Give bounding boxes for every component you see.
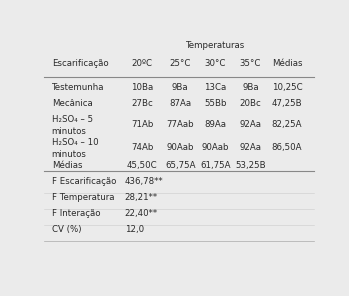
Text: 28,21**: 28,21** xyxy=(125,193,158,202)
Text: 30°C: 30°C xyxy=(205,59,226,68)
Text: 90Aab: 90Aab xyxy=(166,143,194,152)
Text: 12,0: 12,0 xyxy=(125,225,144,234)
Text: F Escarificação: F Escarificação xyxy=(52,177,116,186)
Text: 27Bc: 27Bc xyxy=(132,99,153,108)
Text: 47,25B: 47,25B xyxy=(272,99,302,108)
Text: 61,75A: 61,75A xyxy=(200,161,231,170)
Text: 53,25B: 53,25B xyxy=(235,161,266,170)
Text: 90Aab: 90Aab xyxy=(202,143,229,152)
Text: 20ºC: 20ºC xyxy=(132,59,153,68)
Text: 13Ca: 13Ca xyxy=(204,83,227,92)
Text: 9Ba: 9Ba xyxy=(242,83,259,92)
Text: 92Aa: 92Aa xyxy=(239,120,261,129)
Text: Médias: Médias xyxy=(52,161,82,170)
Text: Mecânica: Mecânica xyxy=(52,99,92,108)
Text: F Temperatura: F Temperatura xyxy=(52,193,114,202)
Text: 20Bc: 20Bc xyxy=(240,99,261,108)
Text: Testemunha: Testemunha xyxy=(52,83,104,92)
Text: CV (%): CV (%) xyxy=(52,225,81,234)
Text: 10Ba: 10Ba xyxy=(131,83,154,92)
Text: 92Aa: 92Aa xyxy=(239,143,261,152)
Text: 436,78**: 436,78** xyxy=(125,177,163,186)
Text: 35°C: 35°C xyxy=(240,59,261,68)
Text: H₂SO₄ – 10
minutos: H₂SO₄ – 10 minutos xyxy=(52,138,98,159)
Text: 22,40**: 22,40** xyxy=(125,209,158,218)
Text: F Interação: F Interação xyxy=(52,209,100,218)
Text: Temperaturas: Temperaturas xyxy=(186,41,245,50)
Text: 74Ab: 74Ab xyxy=(131,143,154,152)
Text: 10,25C: 10,25C xyxy=(272,83,302,92)
Text: 45,50C: 45,50C xyxy=(127,161,158,170)
Text: 55Bb: 55Bb xyxy=(204,99,227,108)
Text: H₂SO₄ – 5
minutos: H₂SO₄ – 5 minutos xyxy=(52,115,93,136)
Text: 25°C: 25°C xyxy=(170,59,191,68)
Text: 65,75A: 65,75A xyxy=(165,161,195,170)
Text: 9Ba: 9Ba xyxy=(172,83,188,92)
Text: 87Aa: 87Aa xyxy=(169,99,191,108)
Text: 82,25A: 82,25A xyxy=(272,120,302,129)
Text: 86,50A: 86,50A xyxy=(272,143,302,152)
Text: Médias: Médias xyxy=(272,59,302,68)
Text: 89Aa: 89Aa xyxy=(205,120,227,129)
Text: Escarificação: Escarificação xyxy=(52,59,108,68)
Text: 71Ab: 71Ab xyxy=(131,120,154,129)
Text: 77Aab: 77Aab xyxy=(166,120,194,129)
